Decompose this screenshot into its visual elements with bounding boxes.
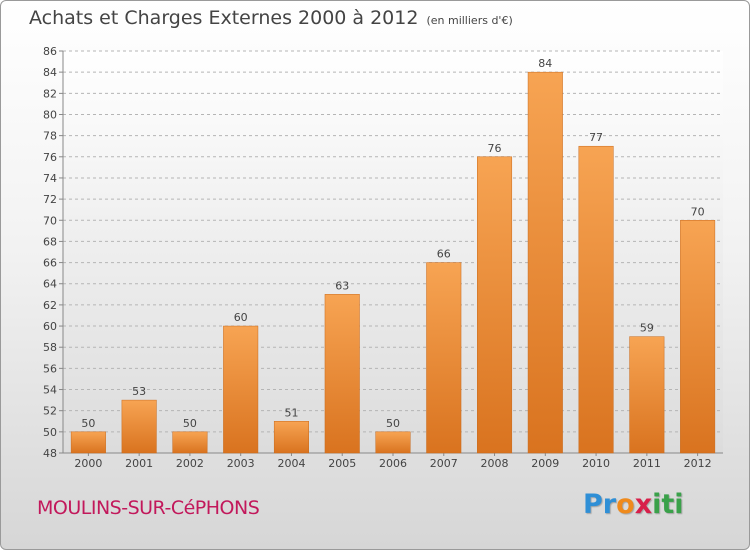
proxiti-logo: Proxiti bbox=[583, 489, 684, 520]
bar bbox=[273, 421, 309, 454]
x-tick-label: 2010 bbox=[582, 457, 610, 470]
bar bbox=[527, 71, 563, 454]
data-label: 50 bbox=[386, 417, 400, 430]
y-tick-label: 72 bbox=[43, 193, 57, 206]
logo-letter: P bbox=[583, 489, 603, 520]
y-tick-label: 56 bbox=[43, 362, 57, 375]
logo-letter: o bbox=[616, 489, 635, 520]
data-label: 59 bbox=[640, 322, 654, 335]
plot-area bbox=[63, 51, 723, 453]
x-tick-label: 2002 bbox=[176, 457, 204, 470]
bar bbox=[578, 145, 614, 454]
x-tick-label: 2008 bbox=[481, 457, 509, 470]
bar bbox=[70, 431, 106, 454]
bar bbox=[477, 156, 513, 454]
y-tick-label: 70 bbox=[43, 214, 57, 227]
data-label: 63 bbox=[335, 279, 349, 292]
y-tick-label: 84 bbox=[43, 66, 57, 79]
bar bbox=[172, 431, 208, 454]
bar bbox=[324, 294, 360, 454]
bar bbox=[629, 336, 665, 454]
logo-letter: x bbox=[634, 489, 653, 520]
y-tick-label: 54 bbox=[43, 384, 57, 397]
y-tick-label: 86 bbox=[43, 45, 57, 58]
y-tick-label: 64 bbox=[43, 278, 57, 291]
y-tick-label: 62 bbox=[43, 299, 57, 312]
x-tick-label: 2005 bbox=[328, 457, 356, 470]
x-tick-label: 2009 bbox=[531, 457, 559, 470]
logo-letter: r bbox=[602, 489, 617, 520]
data-label: 50 bbox=[183, 417, 197, 430]
data-label: 66 bbox=[437, 248, 451, 261]
y-tick-label: 48 bbox=[43, 447, 57, 460]
x-tick-label: 2012 bbox=[684, 457, 712, 470]
chart-title: Achats et Charges Externes 2000 à 2012 (e… bbox=[29, 7, 513, 29]
x-tick-label: 2007 bbox=[430, 457, 458, 470]
data-label: 70 bbox=[691, 205, 705, 218]
logo-letter: i bbox=[652, 489, 662, 520]
y-tick-label: 74 bbox=[43, 172, 57, 185]
logo-letter: i bbox=[674, 489, 684, 520]
labels: 48 50 52 54 56 58 60 62 64 66 68 70 72 74 76 78 80 82 84 86… bbox=[43, 45, 712, 470]
data-label: 53 bbox=[132, 385, 146, 398]
data-label: 51 bbox=[284, 406, 298, 419]
bar bbox=[426, 262, 462, 454]
chart-title-text: Achats et Charges Externes 2000 à 2012 bbox=[29, 7, 419, 29]
data-label: 50 bbox=[81, 417, 95, 430]
chart-subtitle: (en milliers d'€) bbox=[426, 14, 513, 27]
y-tick-label: 76 bbox=[43, 151, 57, 164]
y-tick-label: 82 bbox=[43, 87, 57, 100]
y-tick-label: 68 bbox=[43, 235, 57, 248]
data-label: 76 bbox=[488, 142, 502, 155]
commune-name: MOULINS-SUR-CéPHONS bbox=[37, 497, 260, 519]
x-tick-label: 2006 bbox=[379, 457, 407, 470]
x-tick-label: 2001 bbox=[125, 457, 153, 470]
x-tick-label: 2000 bbox=[74, 457, 102, 470]
bars bbox=[70, 71, 716, 454]
bar bbox=[680, 220, 716, 454]
y-tick-label: 52 bbox=[43, 405, 57, 418]
data-label: 60 bbox=[234, 311, 248, 324]
y-tick-label: 78 bbox=[43, 130, 57, 143]
y-tick-label: 58 bbox=[43, 341, 57, 354]
bar bbox=[375, 431, 411, 454]
bar bbox=[223, 325, 259, 454]
y-tick-label: 60 bbox=[43, 320, 57, 333]
y-tick-label: 80 bbox=[43, 108, 57, 121]
data-label: 84 bbox=[538, 57, 552, 70]
y-tick-label: 50 bbox=[43, 426, 57, 439]
logo-letter: t bbox=[661, 489, 675, 520]
bar bbox=[121, 399, 157, 454]
x-tick-label: 2003 bbox=[227, 457, 255, 470]
x-tick-label: 2004 bbox=[277, 457, 305, 470]
data-label: 77 bbox=[589, 131, 603, 144]
x-tick-label: 2011 bbox=[633, 457, 661, 470]
y-tick-label: 66 bbox=[43, 257, 57, 270]
